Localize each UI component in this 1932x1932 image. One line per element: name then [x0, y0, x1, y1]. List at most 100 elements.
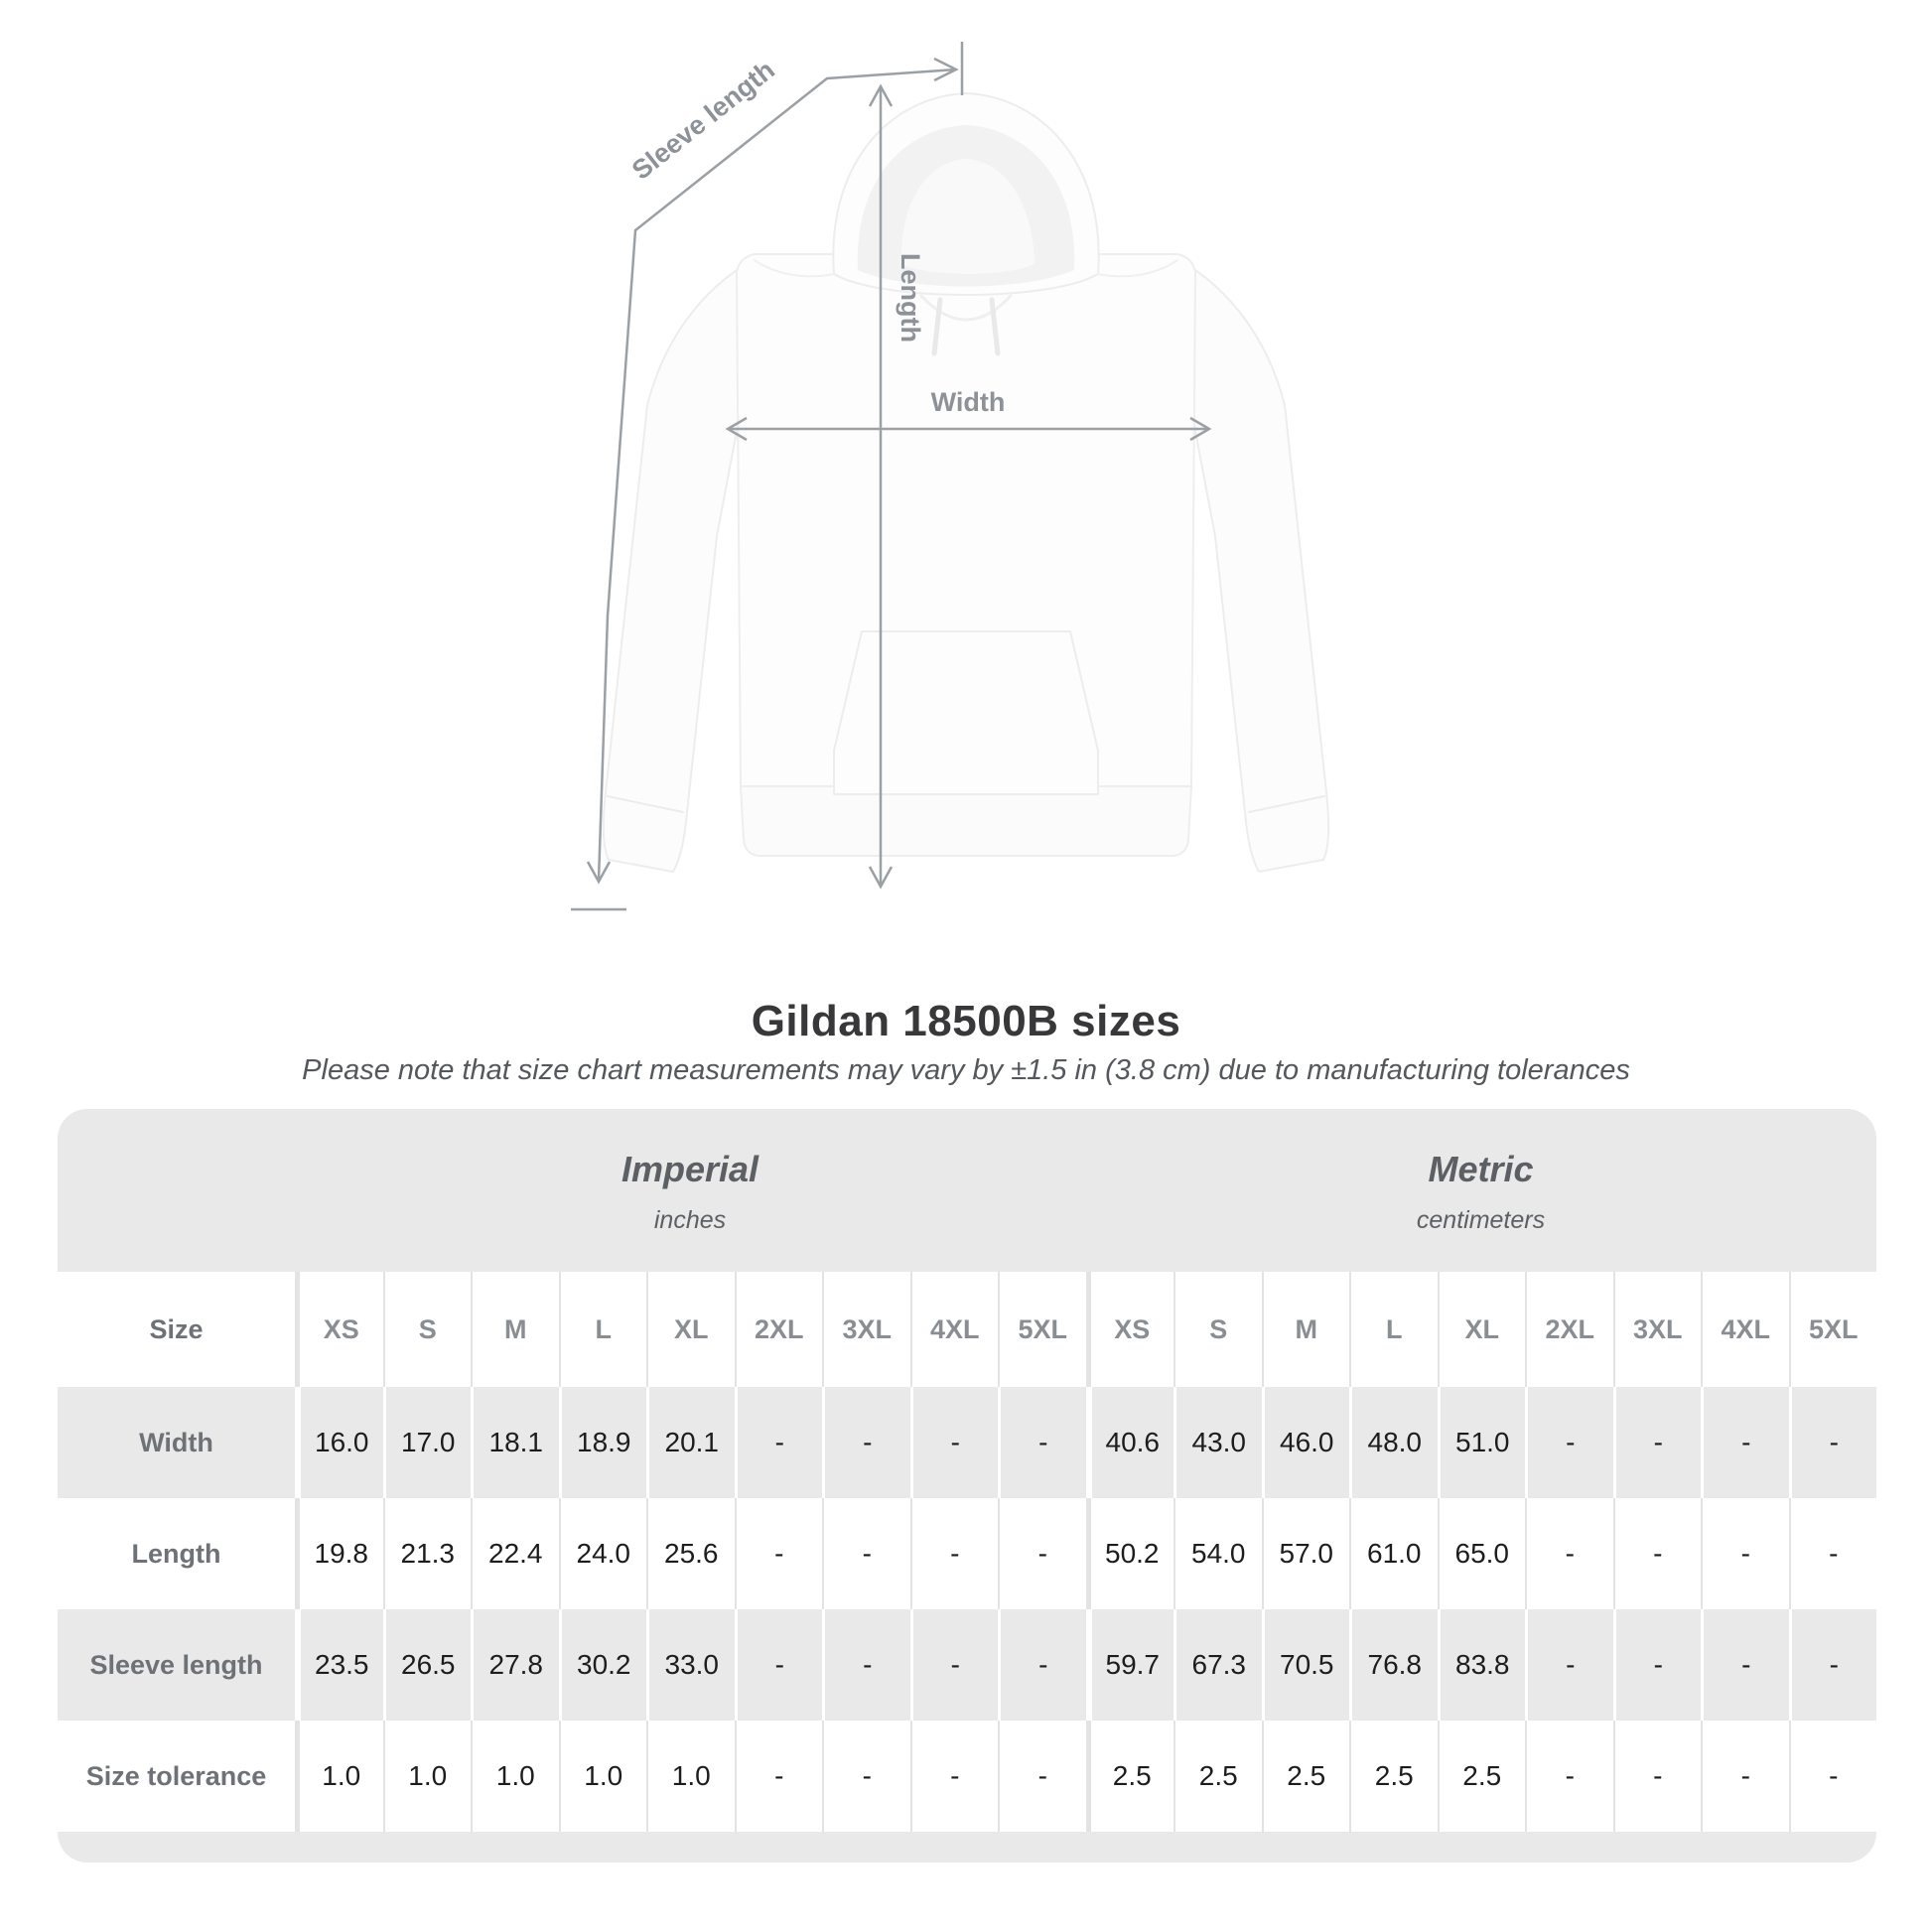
hoodie-measurement-diagram: Sleeve length Length Width	[571, 42, 1330, 911]
length-arrowhead-up	[868, 83, 894, 107]
imperial-value: 24.0	[558, 1498, 646, 1609]
imperial-value: -	[734, 1721, 822, 1832]
imperial-value: -	[909, 1609, 999, 1721]
metric-value: 2.5	[1173, 1721, 1262, 1832]
metric-value: 76.8	[1349, 1609, 1438, 1721]
imperial-value: 16.0	[295, 1387, 383, 1498]
length-arrowhead-down	[868, 866, 894, 890]
imperial-value: -	[734, 1498, 822, 1609]
hoodie-waistband	[740, 785, 1192, 857]
metric-value: 61.0	[1349, 1498, 1438, 1609]
metric-value: 67.3	[1173, 1609, 1262, 1721]
metric-value: -	[1612, 1609, 1702, 1721]
metric-value: 2.5	[1349, 1721, 1438, 1832]
metric-value: 2.5	[1437, 1721, 1525, 1832]
metric-value: 54.0	[1173, 1498, 1262, 1609]
imperial-value: -	[734, 1387, 823, 1498]
imperial-value: 19.8	[295, 1498, 383, 1609]
imperial-value: 27.8	[471, 1609, 559, 1721]
metric-value: -	[1525, 1609, 1613, 1721]
metric-value: 43.0	[1173, 1387, 1262, 1498]
imperial-value: 1.0	[471, 1721, 559, 1832]
table-row-sleeve-length: Sleeve length 23.5 26.5 27.8 30.2 33.0- - - -59.…	[58, 1609, 1876, 1721]
imperial-title: Imperial	[621, 1149, 759, 1189]
sleeve-length-measure	[571, 42, 964, 911]
hoodie-left-sleeve	[602, 259, 754, 873]
metric-value: -	[1701, 1609, 1789, 1721]
metric-value: 57.0	[1261, 1498, 1349, 1609]
imperial-size-col-header: 4XL	[909, 1272, 998, 1387]
metric-value: -	[1525, 1721, 1613, 1832]
imperial-value: 25.6	[646, 1498, 735, 1609]
row-label: Length	[58, 1498, 295, 1609]
table-body: Width 16.0 17.0 18.1 18.9 20.1- - - -40.6 43.0 46.…	[58, 1387, 1876, 1832]
hood-inner-back	[900, 159, 1035, 274]
page-subtitle: Please note that size chart measurements…	[302, 1054, 1630, 1086]
width-measure	[725, 416, 1212, 442]
metric-title: Metric	[1428, 1149, 1534, 1189]
imperial-value: 18.1	[471, 1387, 559, 1498]
metric-value: -	[1788, 1721, 1876, 1832]
row-label: Size tolerance	[58, 1721, 295, 1832]
imperial-size-col-header: S	[382, 1272, 471, 1387]
left-cuff-seam	[607, 795, 684, 813]
metric-value: 40.6	[1085, 1387, 1174, 1498]
metric-value: 51.0	[1437, 1387, 1526, 1498]
sleeve-arrowhead-down	[586, 861, 612, 885]
right-cuff-seam	[1248, 795, 1325, 813]
size-header-row: Size XS S M L XL 2XL 3XL 4XL 5XL XS S M L XL 2XL 3XL 4XL 5…	[58, 1272, 1876, 1387]
imperial-value: -	[998, 1498, 1086, 1609]
imperial-value: 20.1	[646, 1387, 735, 1498]
imperial-value: 17.0	[382, 1387, 472, 1498]
metric-value: -	[1525, 1498, 1613, 1609]
metric-value: -	[1612, 1721, 1701, 1832]
metric-value: -	[1525, 1387, 1613, 1498]
hoodie-right-sleeve	[1178, 259, 1330, 873]
collar-seam	[919, 294, 1013, 322]
metric-value: 48.0	[1349, 1387, 1438, 1498]
hoodie-illustration	[602, 92, 1330, 873]
measurement-annotations	[571, 42, 1212, 911]
hoodie-pocket	[833, 630, 1099, 795]
imperial-value: 26.5	[382, 1609, 472, 1721]
metric-size-col-header: 3XL	[1612, 1272, 1701, 1387]
imperial-value: 21.3	[382, 1498, 471, 1609]
table-row-size-tolerance: Size tolerance 1.0 1.0 1.0 1.0 1.0- - - -2.5 2.5 2…	[58, 1721, 1876, 1832]
imperial-size-col-header: M	[471, 1272, 559, 1387]
table-row-width: Width 16.0 17.0 18.1 18.9 20.1- - - -40.6 43.0 46.…	[58, 1387, 1876, 1498]
imperial-value: -	[822, 1387, 910, 1498]
imperial-size-col-header: XS	[295, 1272, 383, 1387]
left-shoulder-seam	[754, 259, 835, 278]
sleeve-arrowhead-right	[933, 57, 959, 82]
imperial-size-col-header: 5XL	[998, 1272, 1086, 1387]
imperial-value: 1.0	[646, 1721, 735, 1832]
drawstring-right	[989, 297, 1001, 356]
imperial-value: -	[998, 1721, 1086, 1832]
metric-value: 2.5	[1085, 1721, 1173, 1832]
imperial-value: 30.2	[558, 1609, 647, 1721]
metric-size-col-header: XL	[1437, 1272, 1525, 1387]
length-label: Length	[896, 253, 925, 343]
imperial-value: 18.9	[558, 1387, 647, 1498]
size-chart-panel: Imperial inches Metric centimeters Size X…	[58, 1109, 1876, 1863]
imperial-value: 33.0	[646, 1609, 735, 1721]
metric-size-col-header: 5XL	[1788, 1272, 1876, 1387]
table-row-length: Length 19.8 21.3 22.4 24.0 25.6- - - -50.2 54.0 57…	[58, 1498, 1876, 1609]
imperial-unit: inches	[653, 1206, 727, 1234]
imperial-value: -	[909, 1721, 998, 1832]
imperial-value: -	[909, 1387, 999, 1498]
imperial-size-col-header: 2XL	[734, 1272, 822, 1387]
metric-value: -	[1788, 1387, 1877, 1498]
imperial-value: 1.0	[558, 1721, 646, 1832]
metric-value: 50.2	[1085, 1498, 1173, 1609]
imperial-value: -	[822, 1609, 910, 1721]
metric-value: -	[1788, 1498, 1876, 1609]
metric-size-col-header: M	[1261, 1272, 1349, 1387]
metric-value: 46.0	[1261, 1387, 1350, 1498]
row-label: Width	[139, 1427, 213, 1457]
metric-value: 59.7	[1085, 1609, 1174, 1721]
metric-value: -	[1701, 1498, 1789, 1609]
metric-value: 65.0	[1437, 1498, 1525, 1609]
imperial-value: -	[822, 1498, 910, 1609]
